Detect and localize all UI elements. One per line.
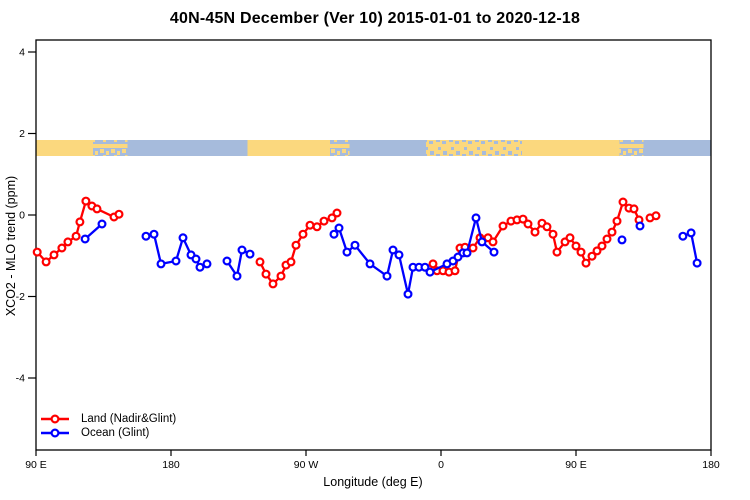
land-series-symbol-icon xyxy=(41,414,69,424)
svg-text:2: 2 xyxy=(19,128,25,140)
legend-label-land: Land (Nadir&Glint) xyxy=(81,413,177,425)
legend-label-ocean: Ocean (Glint) xyxy=(81,427,150,439)
svg-text:90 W: 90 W xyxy=(294,459,319,471)
x-axis-label: Longitude (deg E) xyxy=(323,475,423,489)
legend-item-land: Land (Nadir&Glint) xyxy=(40,412,176,426)
legend: Land (Nadir&Glint) Ocean (Glint) xyxy=(40,412,176,440)
svg-text:-2: -2 xyxy=(16,291,25,303)
ocean-series-symbol-icon xyxy=(41,428,69,438)
svg-text:-4: -4 xyxy=(16,373,25,385)
y-axis-label: XCO2 - MLO trend (ppm) xyxy=(4,175,18,317)
svg-text:90 E: 90 E xyxy=(25,459,47,471)
svg-text:90 E: 90 E xyxy=(565,459,587,471)
legend-item-ocean: Ocean (Glint) xyxy=(40,426,176,440)
svg-text:0: 0 xyxy=(19,210,25,222)
svg-text:0: 0 xyxy=(438,459,444,471)
svg-text:4: 4 xyxy=(19,47,25,59)
svg-text:180: 180 xyxy=(702,459,720,471)
chart-title: 40N-45N December (Ver 10) 2015-01-01 to … xyxy=(169,10,581,27)
svg-text:180: 180 xyxy=(162,459,180,471)
